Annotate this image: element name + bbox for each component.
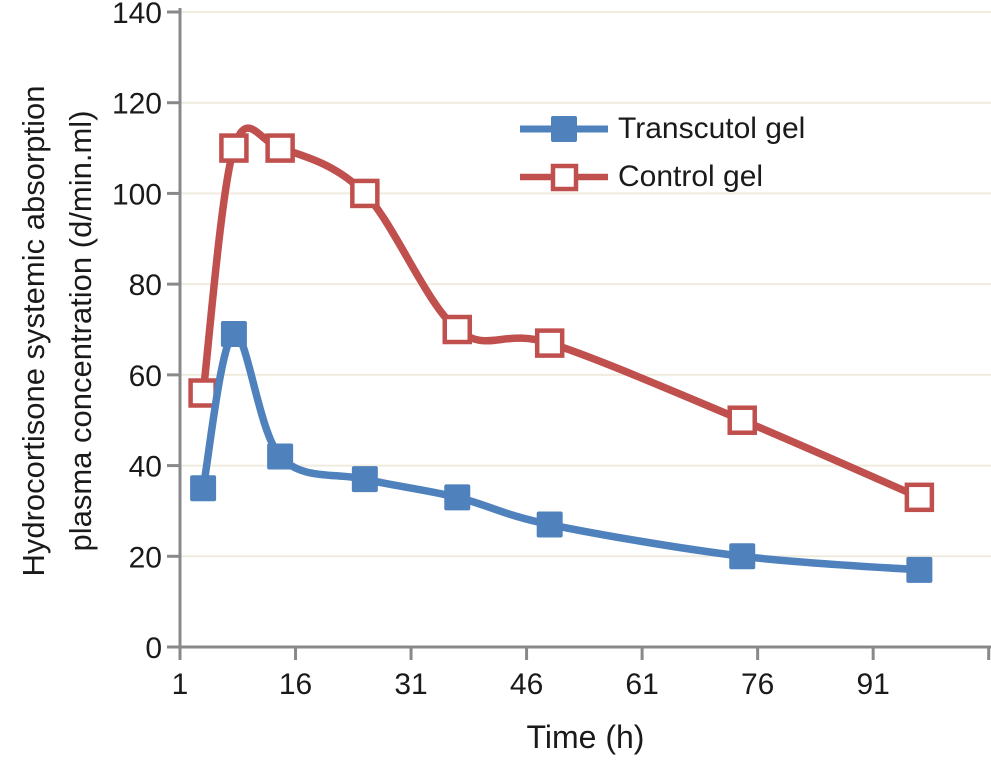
transcutol-data-marker <box>351 466 378 493</box>
transcutol-data-marker <box>220 321 247 348</box>
control-data-marker <box>188 378 218 408</box>
transcutol-series-key-icon <box>520 116 608 142</box>
y-tick-label: 80 <box>129 269 162 302</box>
legend-item-control-gel: Control gel <box>520 160 805 194</box>
control-data-marker <box>727 405 757 435</box>
control-data-marker <box>904 482 935 513</box>
y-tick-label: 120 <box>112 88 162 121</box>
transcutol-data-marker <box>906 556 933 583</box>
y-tick-label: 100 <box>112 178 162 211</box>
control-data-marker <box>534 328 565 358</box>
x-tick-label: 16 <box>279 668 312 701</box>
x-tick-label: 91 <box>856 668 889 701</box>
legend: Transcutol gel Control gel <box>520 112 805 194</box>
x-axis-title: Time (h) <box>526 719 645 755</box>
transcutol-data-marker <box>536 511 563 538</box>
legend-item-transcutol-gel: Transcutol gel <box>520 112 805 146</box>
x-tick-label: 46 <box>510 668 543 701</box>
x-tick-label: 31 <box>394 668 427 701</box>
transcutol-data-marker <box>190 475 217 502</box>
x-tick-label: 1 <box>172 668 189 701</box>
y-axis-title: Hydrocortisone systemic absorption plasm… <box>10 0 106 681</box>
control-data-marker <box>350 178 380 209</box>
x-tick-label: 61 <box>625 668 658 701</box>
transcutol-data-marker <box>729 543 756 570</box>
transcutol-data-marker <box>444 484 471 511</box>
control-data-marker <box>265 133 295 163</box>
y-tick-label: 140 <box>112 0 162 30</box>
control-data-marker <box>442 314 473 345</box>
y-axis-title-line1: Hydrocortisone systemic absorption <box>16 85 51 577</box>
y-tick-label: 0 <box>145 632 162 665</box>
y-tick-label: 40 <box>129 451 162 484</box>
y-tick-label: 20 <box>129 541 162 574</box>
legend-label-control-gel: Control gel <box>618 160 764 193</box>
y-tick-label: 60 <box>129 360 162 393</box>
control-series-key-icon <box>520 163 608 192</box>
control-data-marker <box>219 133 249 163</box>
y-axis-title-line2: plasma concentration (d/min.ml) <box>63 110 98 552</box>
legend-label-transcutol-gel: Transcutol gel <box>618 112 806 145</box>
transcutol-data-marker <box>267 443 294 470</box>
x-tick-label: 76 <box>741 668 774 701</box>
